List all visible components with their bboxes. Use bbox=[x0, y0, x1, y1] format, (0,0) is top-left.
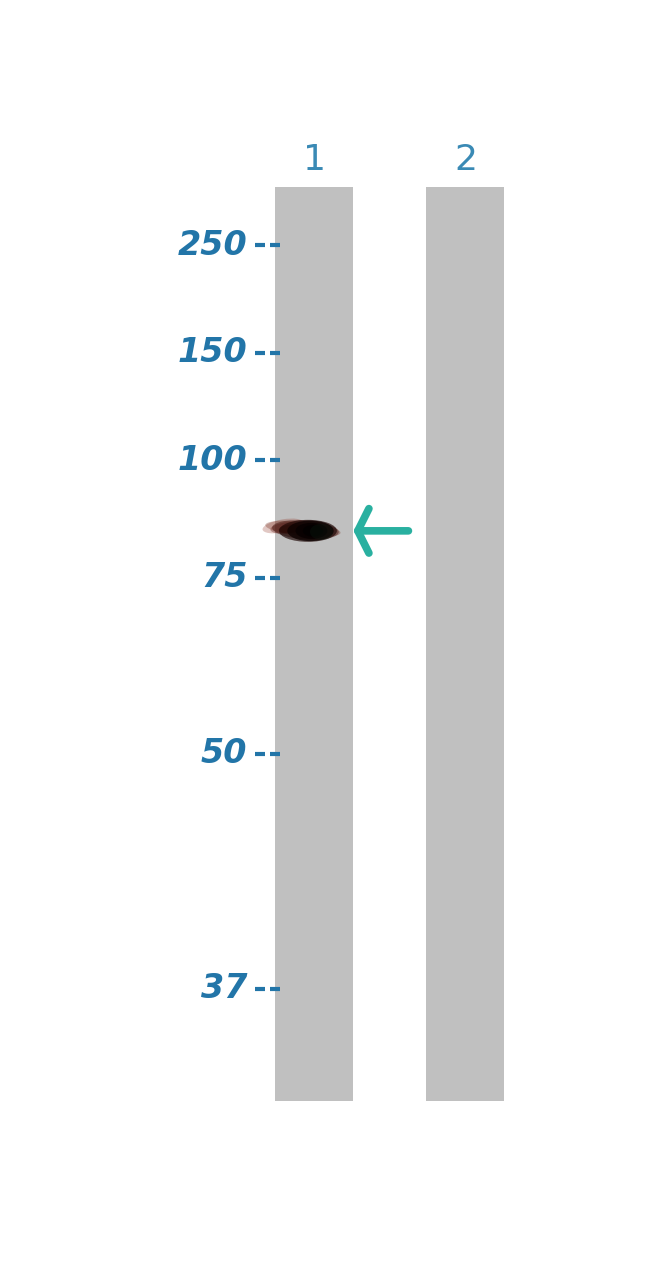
Text: 250: 250 bbox=[177, 229, 248, 262]
Text: 2: 2 bbox=[454, 142, 477, 177]
Text: 100: 100 bbox=[177, 444, 248, 478]
Ellipse shape bbox=[279, 519, 337, 542]
Ellipse shape bbox=[279, 525, 302, 533]
Text: 1: 1 bbox=[303, 142, 326, 177]
Ellipse shape bbox=[265, 521, 341, 537]
Bar bbox=[426, 187, 504, 1101]
Ellipse shape bbox=[272, 521, 339, 540]
Bar bbox=[275, 187, 354, 1101]
Ellipse shape bbox=[287, 521, 333, 541]
Ellipse shape bbox=[270, 522, 302, 533]
Ellipse shape bbox=[303, 525, 323, 537]
Text: 50: 50 bbox=[201, 738, 248, 771]
Text: 150: 150 bbox=[177, 337, 248, 370]
Ellipse shape bbox=[310, 523, 333, 540]
Text: 37: 37 bbox=[201, 972, 248, 1005]
Ellipse shape bbox=[296, 523, 328, 538]
Ellipse shape bbox=[263, 518, 303, 533]
Text: 75: 75 bbox=[201, 561, 248, 594]
